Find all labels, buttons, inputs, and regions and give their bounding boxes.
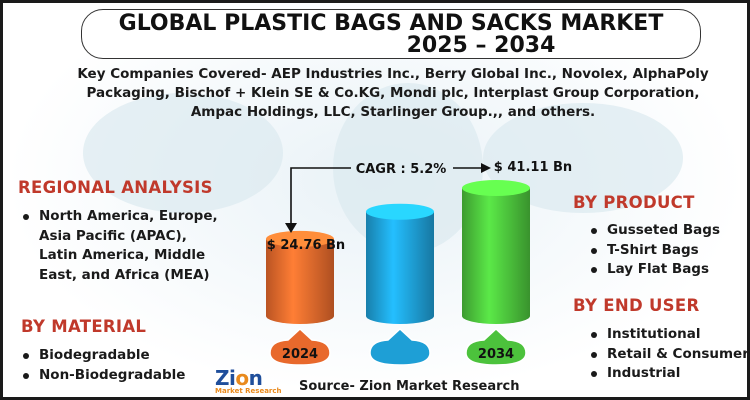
bar-cylinder [462,188,530,324]
end-user-heading: BY END USER [573,296,700,315]
material-item: Non-Biodegradable [21,366,231,386]
product-item: Gusseted Bags [589,221,747,241]
data-label-2024: $ 24.76 Bn [267,238,345,253]
end-user-item: Industrial [589,364,747,384]
bar-cylinder [366,211,434,324]
arrowhead-down [285,223,297,233]
source-text: Source- Zion Market Research [299,379,520,394]
product-heading: BY PRODUCT [573,193,695,212]
material-heading: BY MATERIAL [21,317,147,336]
category-label: 2034 [478,347,514,362]
key-companies-text: Key Companies Covered- AEP Industries In… [77,66,709,120]
category-badge [369,327,431,366]
cagr-label: CAGR : 5.2% [356,162,447,177]
product-item: T-Shirt Bags [589,241,747,261]
title-line-1: GLOBAL PLASTIC BAGS AND SACKS MARKET [118,11,664,36]
arrowhead-right [481,163,491,173]
title-line-2: 2025 – 2034 [406,33,556,58]
regional-analysis-heading: REGIONAL ANALYSIS [18,178,213,197]
bar-top [462,180,530,196]
map-background [83,93,283,213]
zion-logo: Zion Market Research [215,366,282,395]
category-label: 2024 [282,347,318,362]
regional-item: North America, Europe, Asia Pacific (APA… [21,207,226,285]
market-chart: 2024 2034 $ 24.76 Bn $ 41.11 Bn CAGR : 5.2% [266,160,572,366]
end-user-item: Institutional [589,325,747,345]
cagr-arrow-line [290,167,351,231]
product-list: Gusseted Bags T-Shirt Bags Lay Flat Bags [589,221,747,280]
data-label-2034: $ 41.11 Bn [494,160,572,175]
bar-top [266,230,334,247]
regional-list: North America, Europe, Asia Pacific (APA… [21,207,226,285]
product-item: Lay Flat Bags [589,260,747,280]
bar-top [366,203,434,220]
page-title: GLOBAL PLASTIC BAGS AND SACKS MARKET 202… [81,9,701,59]
material-list: Biodegradable Non-Biodegradable [21,346,231,385]
category-badge [269,327,331,366]
end-user-list: Institutional Retail & Consumer Industrial [589,325,747,384]
bar-cylinder [266,238,334,324]
end-user-item: Retail & Consumer [589,345,747,365]
material-item: Biodegradable [21,346,231,366]
category-badge [465,327,527,366]
